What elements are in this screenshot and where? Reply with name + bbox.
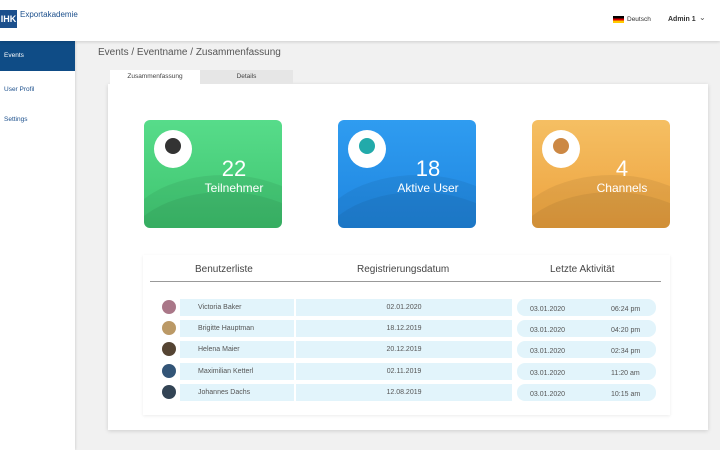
stat-value: 22 xyxy=(221,156,247,181)
row-name: Johannes Dachs xyxy=(180,383,294,401)
tab[interactable]: Zusammenfassung xyxy=(110,70,200,84)
row-name: Brigitte Hauptman xyxy=(180,320,294,338)
stat-card: 22 Teilnehmer xyxy=(144,120,282,228)
activity-time: 02:34 pm xyxy=(611,348,641,356)
nav-item[interactable]: User Profil xyxy=(4,86,35,93)
row-avatar xyxy=(162,321,176,336)
row-avatar xyxy=(162,384,176,399)
stat-value: 4 xyxy=(615,156,629,181)
stat-icon xyxy=(154,130,192,168)
row-registered: 02.01.2020 xyxy=(296,299,512,316)
user-menu[interactable]: Admin 1 xyxy=(668,16,696,23)
nav-item[interactable]: Events xyxy=(0,41,75,71)
row-name: Helena Maier xyxy=(180,341,294,359)
stat-label: Channels xyxy=(596,181,648,195)
stat-label: Aktive User xyxy=(397,181,459,195)
icon-figure xyxy=(359,138,375,154)
row-registered: 12.08.2019 xyxy=(296,383,512,401)
row-registered: 18.12.2019 xyxy=(296,320,512,338)
column-header: Letzte Aktivität xyxy=(550,264,615,275)
row-avatar xyxy=(162,342,176,357)
row-activity: 03.01.2020 11:20 am xyxy=(517,362,656,380)
flag-icon[interactable] xyxy=(613,16,624,23)
activity-date: 03.01.2020 xyxy=(530,327,566,335)
row-registered: 20.12.2019 xyxy=(296,341,512,359)
stat-card: 18 Aktive User xyxy=(338,120,476,228)
row-activity: 03.01.2020 10:15 am xyxy=(517,383,656,401)
activity-date: 03.01.2020 xyxy=(530,348,566,356)
stat-card: 4 Channels xyxy=(532,120,670,228)
row-activity: 03.01.2020 06:24 pm xyxy=(517,299,656,316)
column-header: Benutzerliste xyxy=(195,264,253,275)
tab[interactable]: Details xyxy=(200,70,293,84)
activity-time: 06:24 pm xyxy=(611,306,641,313)
activity-time: 04:20 pm xyxy=(611,327,641,335)
icon-figure xyxy=(553,138,569,154)
row-activity: 03.01.2020 02:34 pm xyxy=(517,341,656,359)
dropdown-caret[interactable]: ⌄ xyxy=(699,13,706,22)
row-registered: 02.11.2019 xyxy=(296,362,512,380)
language[interactable]: Deutsch xyxy=(627,16,651,23)
row-name: Victoria Baker xyxy=(180,299,294,316)
stat-label: Teilnehmer xyxy=(204,181,264,195)
stat-icon xyxy=(348,130,386,168)
row-name: Maximilian Ketterl xyxy=(180,362,294,380)
row-avatar xyxy=(162,300,176,314)
stat-icon xyxy=(542,130,580,168)
activity-date: 03.01.2020 xyxy=(530,306,566,313)
logo[interactable]: IHK xyxy=(0,10,17,28)
header-divider xyxy=(150,281,661,282)
row-activity: 03.01.2020 04:20 pm xyxy=(517,320,656,338)
activity-date: 03.01.2020 xyxy=(530,390,566,398)
top-bar: IHK Exportakademie Deutsch Admin 1 ⌄ xyxy=(0,0,720,41)
activity-date: 03.01.2020 xyxy=(530,369,566,377)
breadcrumb: Events / Eventname / Zusammenfassung xyxy=(98,47,281,58)
stat-value: 18 xyxy=(415,156,441,181)
column-header: Registrierungsdatum xyxy=(357,264,450,275)
nav-item[interactable]: Settings xyxy=(4,116,28,123)
icon-figure xyxy=(165,138,181,154)
activity-time: 11:20 am xyxy=(611,369,640,377)
brand[interactable]: Exportakademie xyxy=(20,10,78,19)
activity-time: 10:15 am xyxy=(611,390,641,398)
sidebar: Events User Profil Settings xyxy=(0,41,75,450)
row-avatar xyxy=(162,363,176,378)
